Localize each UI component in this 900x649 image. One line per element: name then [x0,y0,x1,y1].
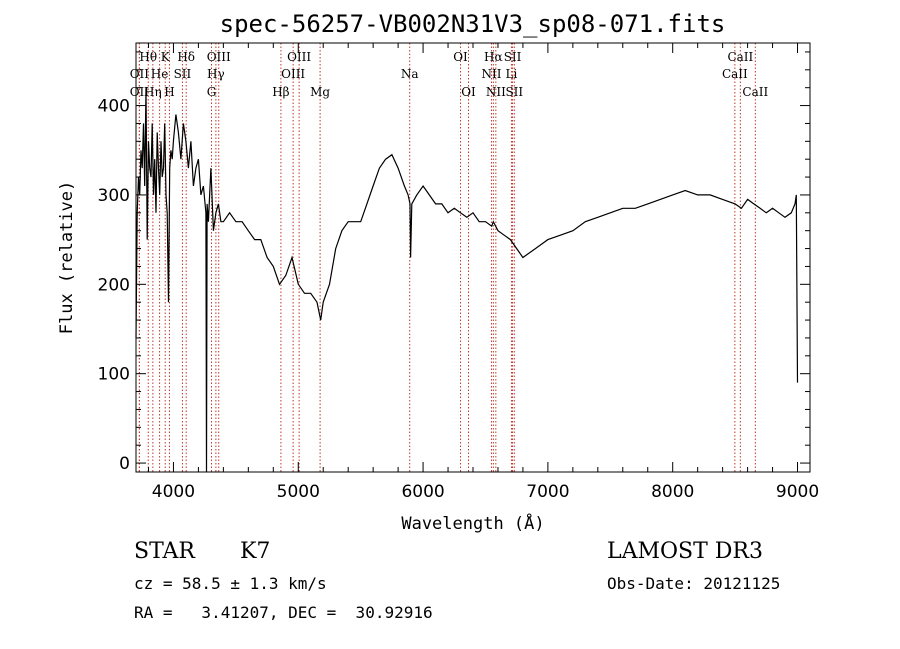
marker-label: Hθ [139,50,157,64]
y-tick-label: 400 [98,97,130,117]
marker-label: OII [130,67,150,81]
y-tick-label: 200 [98,275,130,295]
marker-label: CaII [742,85,768,99]
marker-label: OII [130,85,150,99]
redshift-text: cz = 58.5 ± 1.3 km/s [134,574,327,593]
line-markers [138,43,756,472]
obs-date-text: Obs-Date: 20121125 [607,574,781,593]
marker-label: H [164,85,174,99]
x-axis: 4000 5000 6000 7000 8000 9000 [147,43,819,502]
x-tick-label: 5000 [277,482,320,502]
plot-frame [135,42,811,473]
marker-label: OI [453,50,468,64]
marker-label: OIII [207,50,231,64]
marker-label: NII [481,67,501,81]
x-tick-label: 8000 [651,482,694,502]
y-axis: 0 100 200 300 400 [98,51,810,474]
x-tick-label: 9000 [776,482,819,502]
x-tick-label: 4000 [152,482,195,502]
marker-label: Hβ [272,85,289,99]
marker-label: CaII [727,50,753,64]
marker-label: OI [461,85,476,99]
marker-label: He [151,67,169,81]
marker-label: Hδ [177,50,195,64]
marker-label: OIII [287,50,311,64]
object-type: STAR [134,539,195,564]
y-axis-label: Flux (relative) [57,181,77,335]
marker-label: SII [174,67,192,81]
marker-label: Li [506,67,518,81]
marker-label: OIII [281,67,305,81]
marker-label: Mg [310,85,330,99]
x-axis-label: Wavelength (Å) [401,512,544,534]
y-tick-label: 100 [98,365,130,385]
chart-title: spec-56257-VB002N31V3_sp08-071.fits [219,10,726,38]
survey-name: LAMOST DR3 [607,539,763,564]
marker-label: NII [486,85,506,99]
marker-label: G [207,85,217,99]
marker-label: CaII [722,67,748,81]
marker-label: K [161,50,171,64]
marker-label: Na [401,67,419,81]
y-tick-label: 0 [119,454,130,474]
x-tick-label: 6000 [401,482,444,502]
y-tick-label: 300 [98,186,130,206]
coords-text: RA = 3.41207, DEC = 30.92916 [134,603,433,622]
marker-label: Hη [144,85,162,99]
x-tick-label: 7000 [526,482,569,502]
marker-label: SII [505,85,523,99]
subclass: K7 [240,539,271,564]
marker-label: Hα [484,50,503,64]
marker-label: Hγ [207,67,225,81]
marker-label: SII [504,50,522,64]
spectrum-line [135,87,799,473]
